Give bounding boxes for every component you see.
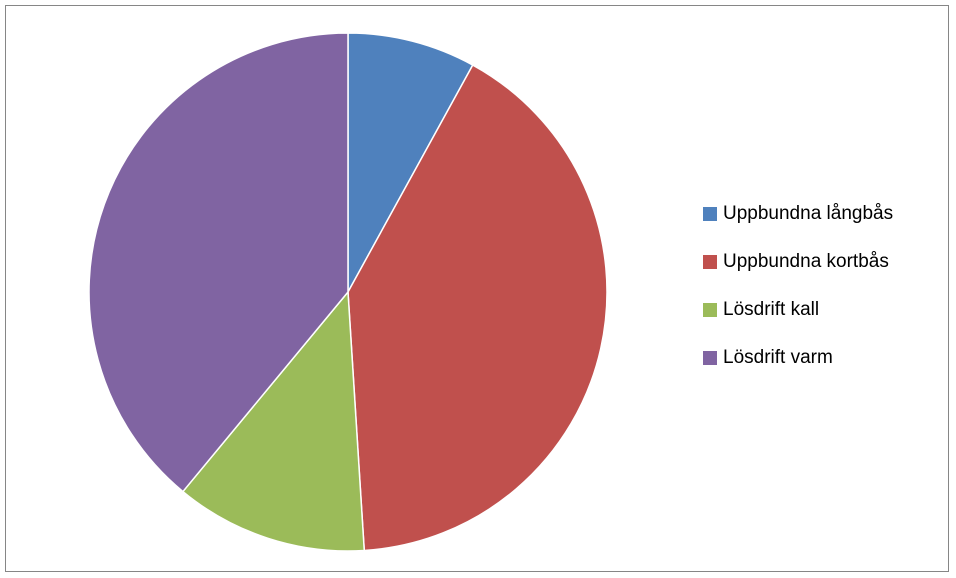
pie-slice-2 <box>181 290 366 552</box>
legend-swatch <box>703 303 717 317</box>
legend-item-losdrift-kall: Lösdrift kall <box>703 298 893 322</box>
legend-swatch <box>703 207 717 221</box>
legend-swatch <box>703 255 717 269</box>
legend-label: Uppbundna långbås <box>723 203 894 224</box>
pie-slice-3 <box>88 32 349 493</box>
legend-item-uppbundna-langbas: Uppbundna långbås <box>703 202 893 226</box>
legend-label: Lösdrift varm <box>723 347 833 368</box>
legend-label: Lösdrift kall <box>723 299 820 320</box>
legend-item-losdrift-varm: Lösdrift varm <box>703 346 893 370</box>
chart-legend: Uppbundna långbås Uppbundna kortbås Lösd… <box>703 202 893 394</box>
legend-swatch <box>703 351 717 365</box>
pie-slice-1 <box>347 64 608 552</box>
legend-label: Uppbundna kortbås <box>723 251 889 272</box>
pie-slice-0 <box>347 32 474 293</box>
legend-item-uppbundna-kortbas: Uppbundna kortbås <box>703 250 893 274</box>
pie-slices <box>88 32 608 552</box>
